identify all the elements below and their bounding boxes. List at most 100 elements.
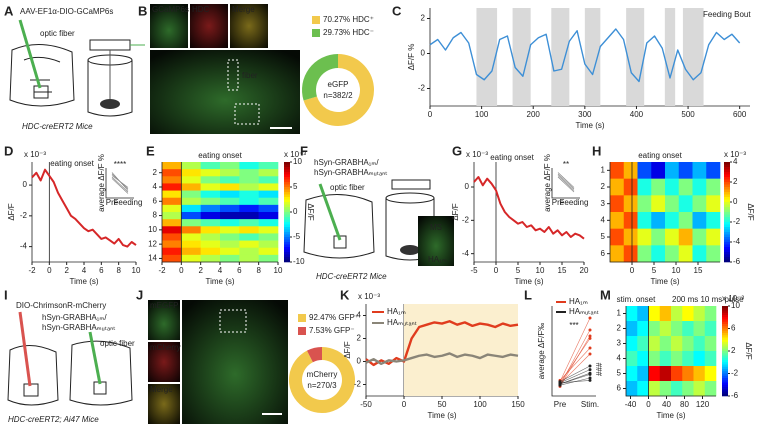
colorbar-step — [724, 207, 730, 210]
subject-line — [559, 372, 591, 385]
colorbar-step — [724, 209, 730, 213]
heatmap-cell — [671, 336, 683, 352]
heatmap-cell — [637, 178, 652, 196]
inset-ylabel: average ΔF/F % — [97, 154, 106, 212]
y-tick-label: 1 — [601, 165, 606, 174]
panel-letter: B — [138, 3, 147, 18]
colorbar-step — [724, 187, 730, 190]
pulse-label: 200 ms 10 ms pulse — [672, 295, 744, 304]
heatmap-cell — [682, 351, 694, 367]
colorbar-step — [284, 257, 290, 260]
colorbar-step — [722, 360, 728, 363]
subject-dot — [588, 378, 592, 382]
heatmap-cell — [162, 226, 182, 234]
colorbar-label: -6 — [731, 391, 739, 400]
heatmap-cell — [162, 219, 182, 227]
panel-letter: E — [146, 143, 155, 158]
heatmap-cell — [623, 162, 638, 179]
x-tick-label: -2 — [158, 266, 166, 275]
colorbar-step — [724, 174, 730, 178]
heatmap-cell — [181, 240, 201, 249]
colorbar-step — [724, 179, 730, 183]
colorbar-step — [722, 382, 728, 386]
x-tick-label: -50 — [360, 400, 372, 409]
inset-ylabel: average ΔF/F % — [543, 154, 552, 212]
subject-line — [559, 317, 591, 382]
heatmap-cell — [181, 204, 201, 213]
colorbar-step — [724, 249, 730, 253]
label: hSyn-GRABHAₘᵤₜₐₙₜ — [314, 168, 388, 177]
y-tick-label: -4 — [20, 242, 28, 251]
feeding-bout — [551, 8, 570, 106]
label: AAV-EF1α-DIO-GCaMP6s — [20, 7, 113, 16]
y-tick-label: 2 — [421, 14, 426, 23]
colorbar-step — [722, 357, 728, 361]
colorbar-label: 6 — [731, 324, 736, 333]
colorbar-step — [284, 162, 290, 165]
heatmap-cell — [200, 169, 221, 177]
heatmap-cell — [258, 247, 279, 256]
subject-line — [111, 178, 129, 194]
colorbar-step — [722, 371, 728, 374]
heatmap-cell — [651, 212, 666, 229]
significance: *** — [569, 321, 578, 330]
schematic-a — [9, 19, 145, 117]
legend-swatch — [690, 11, 700, 18]
subject-line — [557, 172, 575, 188]
heatmap-cell — [706, 245, 721, 263]
heatmap-cell — [671, 321, 683, 337]
feeding-bout — [584, 8, 601, 106]
heatmap-cell — [623, 245, 638, 263]
colorbar-step — [724, 232, 730, 235]
y-tick-label: 2 — [617, 324, 622, 333]
x-tick-label: 0 — [630, 266, 635, 275]
colorbar-step — [722, 346, 728, 350]
x-axis-label: Time (s) — [656, 411, 685, 420]
subject-dot — [588, 334, 592, 338]
subject-dot — [588, 352, 592, 356]
x-tick-label: 100 — [473, 400, 487, 409]
donut-center: n=270/3 — [307, 381, 337, 390]
x-tick-label: -2 — [28, 266, 36, 275]
heatmap-cell — [220, 233, 240, 241]
heatmap-cell — [162, 240, 182, 249]
heatmap-cell — [181, 183, 201, 191]
heatmap-cell — [706, 162, 721, 179]
subject-dot — [588, 316, 592, 320]
label: HDC — [192, 5, 210, 14]
heatmap-cell — [181, 226, 201, 234]
colorbar-label: -4 — [733, 237, 741, 246]
colorbar-step — [722, 348, 728, 352]
y-tick-label: -2 — [418, 84, 426, 93]
label: hSyn-GRABHAₘᵤₜₐₙₜ — [42, 323, 116, 332]
subject-line — [559, 329, 591, 386]
colorbar-step — [284, 192, 290, 195]
inset-axis — [551, 168, 580, 199]
micrographs-j — [148, 300, 288, 424]
heatmap-cell — [200, 226, 221, 234]
axis-multiplier: x 10⁻³ — [358, 292, 380, 301]
label: GCaMP6s — [152, 5, 189, 14]
colorbar-step — [722, 391, 728, 395]
x-tick-label: 100 — [475, 110, 489, 119]
heatmap-cell — [258, 169, 279, 177]
heatmap-cell — [665, 162, 680, 179]
legend-label: 7.53% GFP⁻ — [309, 326, 355, 335]
axis — [609, 162, 720, 263]
colorbar-step — [722, 364, 728, 368]
label: fiber — [242, 71, 258, 80]
x-tick-label: -5 — [470, 266, 478, 275]
subject-dot — [588, 368, 592, 372]
heatmap-cell — [258, 176, 279, 184]
y-tick-label: -2 — [20, 211, 28, 220]
heatmap-cell — [200, 183, 221, 191]
y-tick-label: -2 — [462, 215, 470, 224]
y-tick-label: 2 — [601, 182, 606, 191]
subject-line — [111, 172, 129, 191]
colorbar-step — [284, 197, 290, 200]
heatmap-cell — [181, 190, 201, 199]
panel-letter: H — [592, 143, 601, 158]
colorbar-label: -2 — [731, 369, 739, 378]
heatmap-cell — [220, 197, 240, 206]
colorbar-step — [724, 214, 730, 218]
